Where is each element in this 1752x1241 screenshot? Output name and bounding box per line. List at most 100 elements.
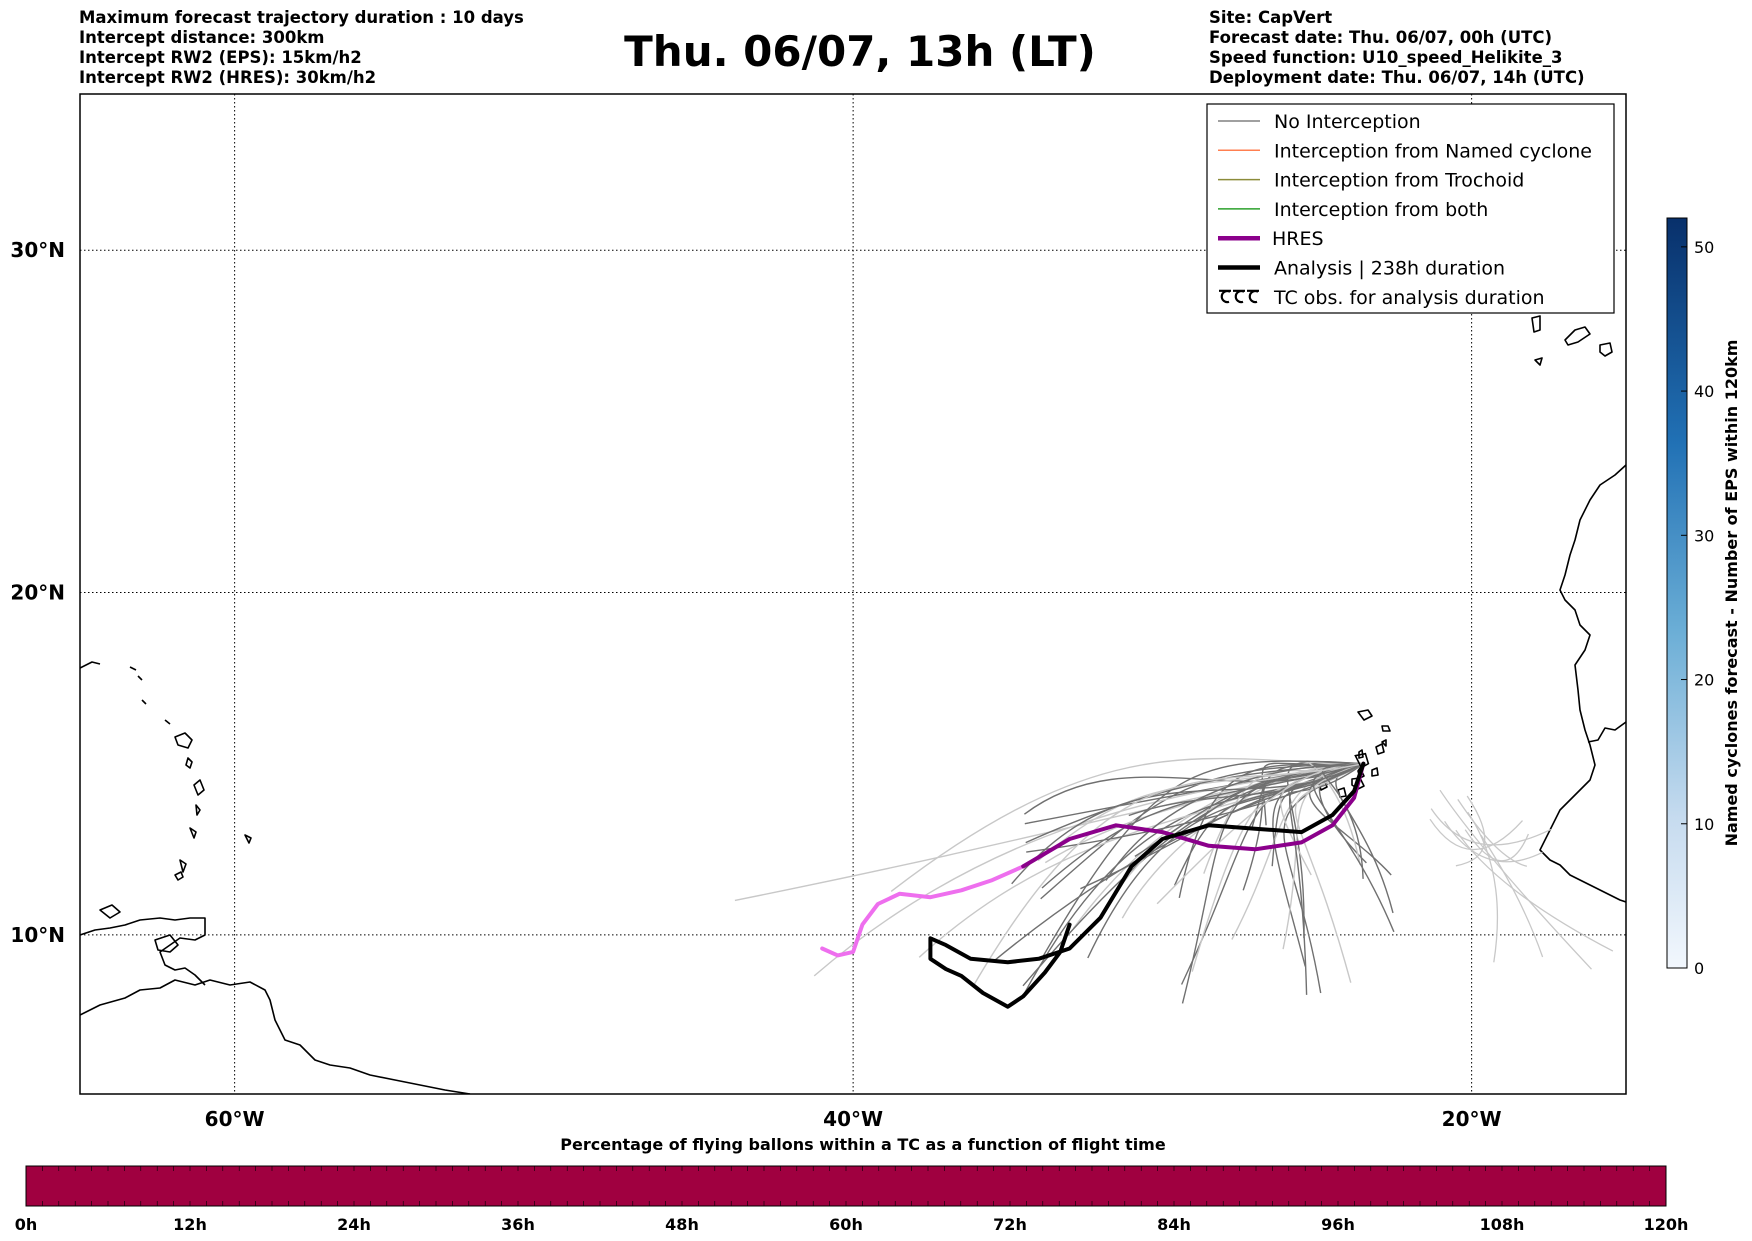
coastline <box>164 719 171 725</box>
colorbar-bottom-tick-label: 84h <box>1157 1215 1191 1234</box>
header-forecast-date: Forecast date: Thu. 06/07, 00h (UTC) <box>1209 28 1553 47</box>
header-duration: Maximum forecast trajectory duration : 1… <box>79 8 524 27</box>
lon-tick-label: 40°W <box>823 1107 883 1131</box>
ensemble-trajectory <box>1455 829 1614 952</box>
colorbar-bottom-tick-label: 0h <box>15 1215 38 1234</box>
lat-tick-label: 30°N <box>10 238 65 262</box>
coastline <box>1381 739 1387 747</box>
colorbar-bottom-tick-label: 60h <box>829 1215 863 1234</box>
colorbar-bottom-tick-label: 36h <box>501 1215 535 1234</box>
header-info-left: Maximum forecast trajectory duration : 1… <box>79 8 524 88</box>
coastline <box>1531 315 1541 333</box>
lon-tick-label: 20°W <box>1442 1107 1502 1131</box>
ensemble-trajectory <box>1288 763 1364 995</box>
ensemble-trajectory <box>972 763 1364 988</box>
coastline <box>1564 326 1591 346</box>
ensemble-trajectory <box>1464 829 1529 862</box>
axis-tick-labels: 60°W 40°W 20°W 30°N 20°N 10°N <box>10 238 1501 1131</box>
ensemble-trajectory <box>1156 762 1364 905</box>
header-deployment-date: Deployment date: Thu. 06/07, 14h (UTC) <box>1209 68 1585 87</box>
hres-track <box>1021 761 1366 869</box>
ensemble-trajectory <box>1306 760 1364 865</box>
legend-label: Interception from Named cyclone <box>1274 140 1592 162</box>
lat-tick-label: 10°N <box>10 923 65 947</box>
colorbar-bottom-bar <box>25 1165 1667 1207</box>
coastline <box>80 661 101 669</box>
ensemble-trajectory <box>1026 763 1364 853</box>
coastline <box>141 699 147 705</box>
colorbar-right-tick-label: 30 <box>1694 526 1714 545</box>
colorbar-right-label: Named cyclones forecast - Number of EPS … <box>1722 340 1741 847</box>
ensemble-trajectory <box>1040 763 1364 900</box>
coastline <box>193 779 205 796</box>
coastline <box>1358 749 1364 759</box>
legend: No Interception Interception from Named c… <box>1206 103 1615 314</box>
colorbar-right-tick-label: 50 <box>1694 238 1714 257</box>
colorbar-bottom-ticks: 0h 12h 24h 36h 48h 60h 72h 84h 96h 108h 120h <box>15 1215 1689 1234</box>
analysis-track <box>928 761 1366 1009</box>
coastline <box>174 732 193 749</box>
ensemble-trajectories <box>734 757 1614 1004</box>
coastline <box>154 934 179 953</box>
colorbar-right-tick-label: 20 <box>1694 671 1714 690</box>
lon-tick-label: 60°W <box>205 1107 265 1131</box>
ensemble-trajectory <box>1439 789 1592 970</box>
main-tracks <box>820 752 1370 1009</box>
coastline <box>189 827 197 839</box>
coastline <box>99 904 121 919</box>
coastline <box>1375 743 1385 755</box>
colorbar-right-tick-label: 0 <box>1694 959 1704 978</box>
coastline <box>1357 709 1373 721</box>
ensemble-trajectory <box>1467 811 1499 963</box>
coastline <box>80 917 206 986</box>
header-info-right: Site: CapVert Forecast date: Thu. 06/07,… <box>1209 8 1585 88</box>
ensemble-trajectory <box>1321 763 1364 879</box>
ensemble-trajectory <box>1429 818 1523 851</box>
legend-label: Interception from both <box>1274 199 1488 221</box>
coastline <box>179 859 187 873</box>
colorbar-bottom-tick-label: 72h <box>993 1215 1027 1234</box>
colorbar-right-gradient <box>1666 217 1688 969</box>
tc-symbol-icon <box>1219 289 1231 304</box>
coastline <box>185 757 193 769</box>
colorbar-right: 0 10 20 30 40 50 Named cyclones forecast - Nu… <box>1666 217 1741 978</box>
legend-label: Interception from Trochoid <box>1274 170 1524 192</box>
ensemble-trajectory <box>1294 763 1364 983</box>
colorbar-bottom-tick-label: 120h <box>1644 1215 1689 1234</box>
colorbar-bottom-minor-ticks <box>42 1166 1650 1206</box>
tc-symbol-icon <box>1233 289 1245 304</box>
coastline <box>1599 342 1613 357</box>
launch-site-island <box>1354 752 1370 769</box>
coastline <box>80 979 471 1094</box>
lat-tick-label: 20°N <box>10 581 65 605</box>
ensemble-trajectory <box>813 763 1364 977</box>
coastline <box>1539 464 1626 903</box>
header-speed-function: Speed function: U10_speed_Helikite_3 <box>1209 48 1563 67</box>
colorbar-bottom-tick-label: 108h <box>1480 1215 1525 1234</box>
page-title: Thu. 06/07, 13h (LT) <box>624 27 1096 76</box>
header-intercept-eps: Intercept RW2 (EPS): 15km/h2 <box>79 48 362 67</box>
header-site: Site: CapVert <box>1209 8 1333 27</box>
legend-label: HRES <box>1272 228 1324 250</box>
ensemble-trajectory <box>1134 763 1364 857</box>
ensemble-trajectory <box>1025 763 1364 844</box>
coastline <box>1534 357 1543 366</box>
colorbar-bottom: Percentage of flying ballons within a TC… <box>15 1135 1689 1234</box>
coastline <box>244 834 252 844</box>
colorbar-bottom-tick-label: 48h <box>665 1215 699 1234</box>
colorbar-bottom-tick-label: 96h <box>1321 1215 1355 1234</box>
coastline <box>174 871 184 881</box>
map-frame <box>79 93 1627 1095</box>
colorbar-bottom-tick-label: 12h <box>173 1215 207 1234</box>
colorbar-bottom-title: Percentage of flying ballons within a TC… <box>560 1135 1166 1154</box>
coastline <box>137 675 143 681</box>
ensemble-trajectory <box>1430 808 1552 846</box>
colorbar-bottom-tick-label: 24h <box>337 1215 371 1234</box>
coastline <box>1587 721 1626 743</box>
ensemble-trajectory <box>1023 763 1364 815</box>
coastline <box>1381 725 1391 732</box>
ensemble-trajectory <box>1105 763 1364 881</box>
ensemble-trajectory <box>1480 834 1544 958</box>
legend-label: No Interception <box>1274 111 1421 133</box>
